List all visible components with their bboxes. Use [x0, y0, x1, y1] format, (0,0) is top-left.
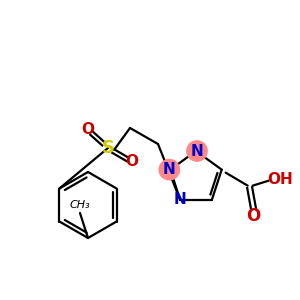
Text: O: O: [82, 122, 94, 137]
Text: N: N: [174, 192, 187, 207]
Text: O: O: [125, 154, 139, 169]
Text: S: S: [101, 139, 115, 157]
Text: N: N: [163, 162, 176, 177]
Text: O: O: [247, 207, 261, 225]
Text: N: N: [190, 143, 203, 158]
Text: CH₃: CH₃: [70, 200, 90, 210]
Text: OH: OH: [267, 172, 292, 187]
